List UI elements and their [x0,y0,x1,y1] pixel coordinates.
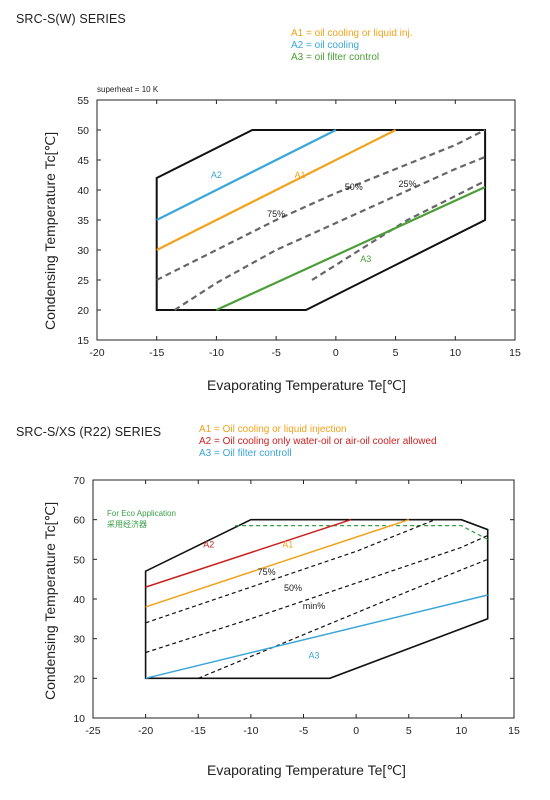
chart1-legend-a1: A1 = oil cooling or liquid inj. [291,28,413,39]
chart2-x-tick-label: -5 [299,725,308,737]
chart1-series-50pct [174,155,486,311]
chart2-title: SRC-S/XS (R22) SERIES [16,425,162,439]
chart2-x-tick-label: -20 [138,725,153,737]
chart1-y-tick-label: 20 [77,305,89,317]
chart1-y-tick-label: 25 [77,275,89,287]
chart1-series-A2 [156,129,337,221]
chart2-label-A1: A1 [282,539,293,549]
chart1-legend-a2: A2 = oil cooling [291,40,360,51]
chart1-x-tick-label: -5 [271,347,280,359]
chart2-y-tick-label: 30 [73,634,85,646]
chart2-x-axis-label: Evaporating Temperature Te[℃] [207,762,406,778]
chart2-label-75pct: 75% [258,567,276,577]
chart1-x-tick-label: 5 [393,347,399,359]
chart1-title: SRC-S(W) SERIES [16,12,126,26]
chart1-y-tick-label: 55 [77,95,89,107]
chart1-series-25pct [311,180,486,281]
chart1-series-A3 [215,185,486,312]
chart2-x-tick-label: 5 [406,725,412,737]
chart1-y-tick-label: 35 [77,215,89,227]
chart2-label-minpct: min% [303,601,326,611]
chart2-x-tick-label: -25 [85,725,100,737]
chart1-label-A1: A1 [295,170,306,180]
chart2-series-A3 [145,594,488,680]
chart2-label-50pct: 50% [284,583,302,593]
chart2-y-tick-label: 10 [73,713,85,725]
chart2-eco-note-line: 采用经济器 [107,519,147,529]
chart2-envelope [144,518,489,680]
chart1-plot-area [96,99,516,341]
chart2-series-A2 [145,518,352,588]
chart2-y-tick-label: 70 [73,475,85,487]
chart2-y-tick-label: 60 [73,515,85,527]
chart1-label-75pct: 75% [267,209,285,219]
chart1-y-tick-label: 15 [77,335,89,347]
chart2-series-minpct [198,558,488,679]
chart1-label-25pct: 25% [399,179,417,189]
chart2-label-A3: A3 [309,651,320,661]
chart2-legend-a2: A2 = Oil cooling only water-oil or air-o… [199,436,437,447]
chart2-series-A1 [145,518,410,608]
chart1-y-tick-label: 50 [77,125,89,137]
chart1-x-tick-label: -10 [209,347,224,359]
chart2-label-A2: A2 [203,539,214,549]
chart1-y-tick-label: 30 [77,245,89,257]
chart1-y-tick-label: 45 [77,155,89,167]
chart2-y-tick-label: 40 [73,594,85,606]
chart2-eco-note-line: For Eco Application [107,509,176,518]
chart2-x-tick-label: 10 [456,725,468,737]
chart1-x-axis-label: Evaporating Temperature Te[℃] [207,377,406,393]
chart2-series-eco [235,524,488,541]
chart1-legend-a3: A3 = oil filter control [291,52,380,63]
chart1-superheat-note: superheat = 10 K [97,85,159,94]
chart2-x-tick-label: -10 [243,725,258,737]
chart1-x-tick-label: 15 [509,347,521,359]
chart2-y-tick-label: 20 [73,673,85,685]
chart2-legend-a1: A1 = Oil cooling or liquid injection [199,424,347,435]
chart1-label-50pct: 50% [345,182,363,192]
chart1-y-tick-label: 40 [77,185,89,197]
chart1-label-A2: A2 [211,170,222,180]
chart2-legend-a3: A3 = Oil filter controll [199,448,292,459]
chart2-x-tick-label: 15 [508,725,520,737]
chart1-x-tick-label: 10 [449,347,461,359]
chart1-series-A1 [156,129,397,251]
chart1-x-tick-label: -20 [89,347,104,359]
chart1-x-tick-label: 0 [333,347,339,359]
chart2-x-tick-label: -15 [191,725,206,737]
chart1-x-tick-label: -15 [149,347,164,359]
chart1-label-A3: A3 [360,254,371,264]
chart2-y-tick-label: 50 [73,554,85,566]
chart2-x-tick-label: 0 [353,725,359,737]
chart2-series-50pct [145,534,488,654]
